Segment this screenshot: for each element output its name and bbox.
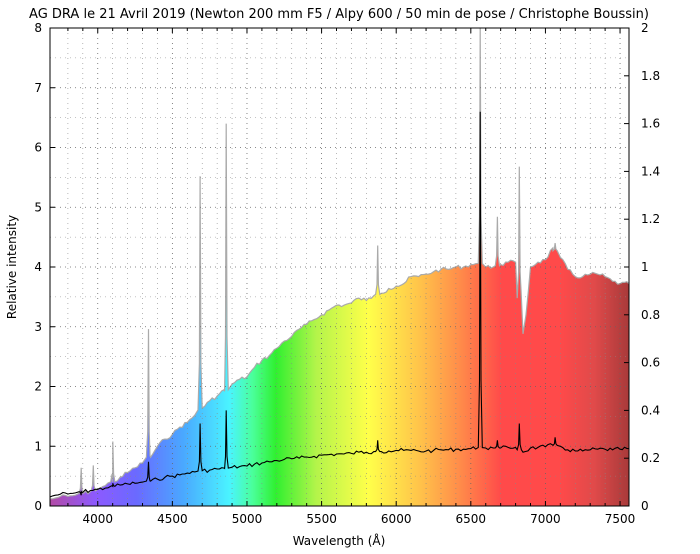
chart-title: AG DRA le 21 Avril 2019 (Newton 200 mm F… <box>29 7 649 22</box>
y-tick-label: 3 <box>34 320 42 334</box>
spectrum-profile-line <box>50 111 629 498</box>
y-tick-label: 6 <box>34 141 42 155</box>
x-axis-label: Wavelength (Å) <box>293 533 386 548</box>
y2-tick-label: 0 <box>641 499 649 513</box>
y-axis-label: Relative intensity <box>5 215 19 319</box>
y-tick-label: 1 <box>34 439 42 453</box>
y2-tick-label: 0.2 <box>641 451 660 465</box>
y-tick-label: 4 <box>34 260 42 274</box>
x-tick-label: 5000 <box>232 512 263 526</box>
x-tick-label: 6500 <box>456 512 487 526</box>
y2-tick-label: 1.6 <box>641 117 660 131</box>
y-tick-label: 7 <box>34 81 42 95</box>
x-tick-label: 7500 <box>605 512 636 526</box>
x-tick-label: 4000 <box>82 512 113 526</box>
y-tick-label: 2 <box>34 380 42 394</box>
spectrum-fill-area <box>50 28 629 506</box>
y2-tick-label: 1.2 <box>641 212 660 226</box>
x-tick-label: 6000 <box>381 512 412 526</box>
y2-tick-label: 0.4 <box>641 403 660 417</box>
y2-tick-label: 0.8 <box>641 308 660 322</box>
y2-tick-label: 1.8 <box>641 69 660 83</box>
x-tick-label: 7000 <box>530 512 561 526</box>
x-tick-label: 4500 <box>157 512 188 526</box>
spectrum-envelope-line <box>50 28 629 500</box>
y2-tick-label: 0.6 <box>641 356 660 370</box>
y-tick-label: 8 <box>34 21 42 35</box>
y-tick-label: 0 <box>34 499 42 513</box>
y2-tick-label: 1.4 <box>641 164 660 178</box>
x-tick-label: 5500 <box>306 512 337 526</box>
y-tick-label: 5 <box>34 200 42 214</box>
y2-tick-label: 2 <box>641 21 649 35</box>
y2-tick-label: 1 <box>641 260 649 274</box>
